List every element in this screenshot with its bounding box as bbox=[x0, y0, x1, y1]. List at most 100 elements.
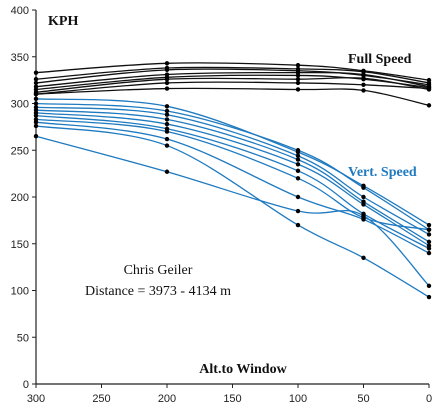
full-speed-point bbox=[164, 61, 170, 66]
full-speed-point bbox=[361, 76, 366, 81]
full-speed-point bbox=[295, 80, 301, 86]
y-tick-label: 150 bbox=[11, 239, 29, 251]
vert-speed-line-10 bbox=[35, 135, 430, 287]
full-speed-point bbox=[295, 76, 301, 82]
full-speed-point bbox=[361, 72, 366, 77]
vert-speed-line-2 bbox=[35, 102, 430, 231]
x-tick-label: 0 bbox=[426, 393, 432, 405]
y-tick-label: 0 bbox=[23, 379, 29, 391]
y-tick-label: 350 bbox=[11, 52, 29, 64]
vert-speed-line-3 bbox=[35, 106, 430, 235]
vert-speed-line-9 bbox=[35, 125, 430, 298]
vert-speed-point bbox=[426, 227, 432, 232]
vert-speed-point bbox=[33, 134, 39, 139]
vert-speed-point bbox=[295, 194, 301, 200]
vert-speed-point bbox=[33, 101, 39, 106]
vert-speed-line-5 bbox=[35, 112, 430, 247]
full-speed-point bbox=[426, 86, 432, 91]
vert-speed-point bbox=[426, 239, 432, 245]
vert-speed-point bbox=[361, 202, 366, 207]
vert-speed-point bbox=[164, 121, 170, 127]
y-tick-label: 50 bbox=[17, 332, 29, 344]
vert-speed-point bbox=[33, 123, 39, 129]
vert-speed-point bbox=[33, 96, 39, 102]
annotation-name: Chris Geiler bbox=[124, 263, 193, 278]
vert-speed-point bbox=[426, 250, 432, 256]
y-tick-label: 200 bbox=[11, 192, 29, 204]
vert-speed-point bbox=[361, 185, 366, 190]
vert-speed-point bbox=[295, 153, 301, 159]
full-speed-point bbox=[164, 76, 170, 82]
vert-speed-point bbox=[164, 136, 170, 142]
full-speed-line-3 bbox=[35, 68, 430, 86]
full-speed-line-4 bbox=[35, 71, 430, 88]
x-tick-label: 250 bbox=[92, 393, 110, 405]
vert-speed-point bbox=[295, 162, 301, 167]
vert-speed-point bbox=[164, 143, 170, 148]
y-tick-label: 400 bbox=[11, 5, 29, 17]
legend-vert-speed: Vert. Speed bbox=[348, 165, 417, 180]
full-speed-point bbox=[361, 82, 366, 88]
data-points bbox=[33, 61, 432, 300]
tick-labels: 0 50 100 150 200 250 300 350 400 300 250 200 150 100 5… bbox=[11, 5, 432, 405]
vert-speed-point bbox=[361, 217, 366, 222]
y-axis-title: KPH bbox=[48, 14, 78, 29]
full-speed-point bbox=[33, 80, 39, 86]
vert-speed-point bbox=[361, 213, 366, 218]
x-tick-label: 200 bbox=[158, 393, 176, 405]
x-tick-label: 300 bbox=[27, 393, 45, 405]
vert-speed-point bbox=[164, 108, 170, 114]
vert-speed-point bbox=[33, 113, 39, 118]
full-speed-point bbox=[164, 80, 170, 86]
vert-speed-point bbox=[361, 194, 366, 200]
vert-speed-point bbox=[295, 148, 301, 153]
full-speed-line-2 bbox=[35, 66, 430, 84]
vert-speed-point bbox=[33, 120, 39, 125]
full-speed-point bbox=[33, 91, 39, 97]
vert-speed-line-8 bbox=[35, 121, 430, 254]
vert-speed-point bbox=[295, 157, 301, 162]
vert-speed-point bbox=[164, 117, 170, 122]
y-tick-label: 100 bbox=[11, 286, 29, 298]
vert-speed-point bbox=[361, 255, 366, 260]
vert-speed-point bbox=[426, 222, 432, 228]
y-tick-label: 300 bbox=[11, 99, 29, 111]
legend-full-speed: Full Speed bbox=[348, 52, 412, 67]
full-speed-point bbox=[295, 62, 301, 68]
vert-speed-line-4 bbox=[35, 109, 430, 243]
full-speed-line-5 bbox=[35, 74, 430, 91]
vert-speed-point bbox=[164, 129, 170, 134]
y-tick-label: 250 bbox=[11, 145, 29, 157]
full-speed-line-6 bbox=[35, 77, 430, 93]
vert-speed-line-7 bbox=[35, 118, 430, 231]
full-speed-line-8 bbox=[35, 87, 430, 107]
full-speed-line-1 bbox=[35, 62, 430, 81]
vert-speed-point bbox=[164, 104, 170, 109]
x-tick-label: 150 bbox=[223, 393, 241, 405]
x-axis-title: Alt.to Window bbox=[199, 362, 287, 377]
full-speed-point bbox=[164, 67, 170, 73]
vert-speed-point bbox=[164, 169, 170, 174]
full-speed-point bbox=[33, 70, 39, 75]
full-speed-point bbox=[33, 76, 39, 82]
series-lines bbox=[35, 62, 430, 298]
full-speed-line-7 bbox=[35, 81, 430, 95]
x-tick-label: 50 bbox=[357, 393, 369, 405]
vert-speed-point bbox=[426, 232, 432, 237]
vert-speed-point bbox=[164, 112, 170, 117]
vert-speed-point bbox=[426, 294, 432, 300]
full-speed-point bbox=[295, 87, 301, 92]
x-tick-label: 100 bbox=[289, 393, 307, 405]
vert-speed-point bbox=[295, 176, 301, 181]
full-speed-point bbox=[361, 88, 366, 93]
full-speed-point bbox=[426, 103, 432, 108]
vert-speed-line-1 bbox=[35, 98, 430, 226]
vert-speed-point bbox=[295, 222, 301, 228]
annotation-distance: Distance = 3973 - 4134 m bbox=[85, 284, 231, 299]
vert-speed-point bbox=[295, 168, 301, 174]
vert-speed-point bbox=[295, 208, 301, 214]
vert-speed-point bbox=[426, 246, 432, 251]
vert-speed-point bbox=[426, 283, 432, 289]
full-speed-point bbox=[164, 86, 170, 91]
